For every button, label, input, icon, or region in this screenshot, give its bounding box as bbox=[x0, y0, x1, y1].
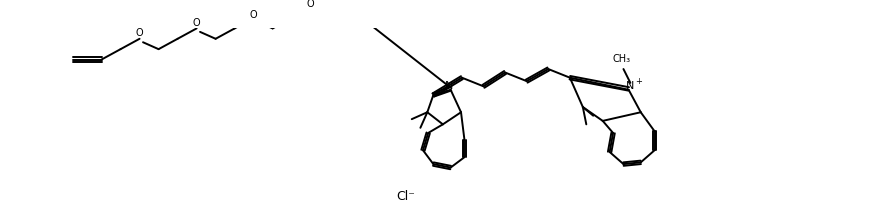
Text: N: N bbox=[626, 81, 635, 91]
Text: Cl⁻: Cl⁻ bbox=[396, 190, 415, 203]
Text: O: O bbox=[193, 17, 201, 27]
Text: O: O bbox=[136, 28, 143, 38]
Text: CH₃: CH₃ bbox=[613, 54, 631, 64]
Text: O: O bbox=[307, 0, 315, 9]
Text: O: O bbox=[250, 10, 257, 20]
Text: N: N bbox=[445, 81, 453, 91]
Text: +: + bbox=[636, 78, 643, 86]
